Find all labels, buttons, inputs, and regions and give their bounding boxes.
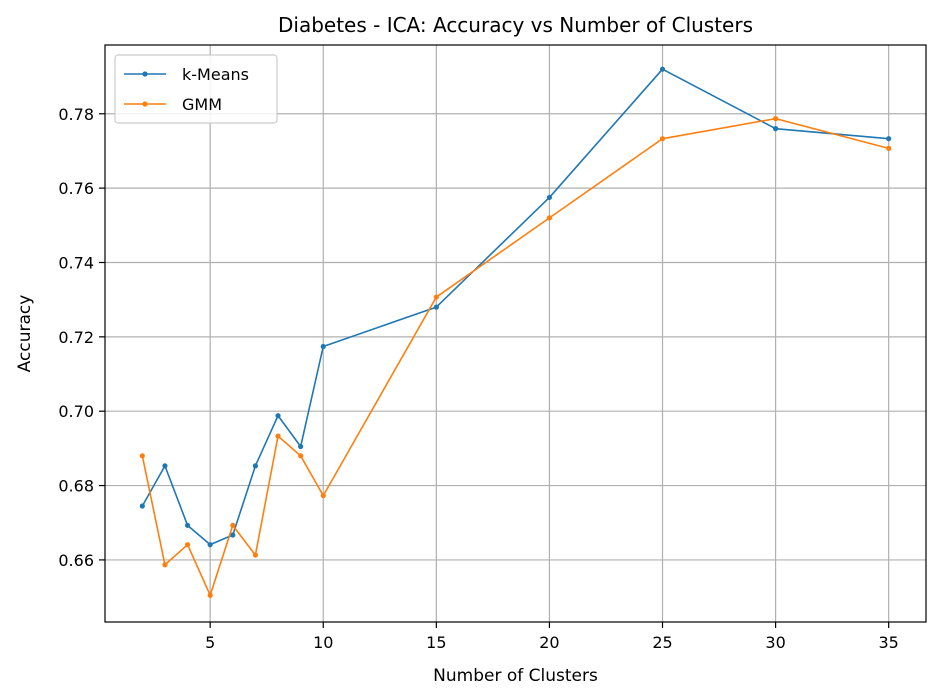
data-point-0 (433, 304, 439, 310)
data-point-0 (298, 443, 304, 450)
data-point-0 (886, 136, 892, 142)
series-group (139, 66, 892, 598)
data-point-0 (184, 522, 191, 528)
data-point-0 (207, 542, 213, 548)
legend-box (114, 54, 278, 124)
ticks: 5 10 15 20 25 30 35 0.66 0.68 0.70 0.72 0.74 0.76 0.7… (58, 105, 898, 652)
y-tick-label: 0.68 (58, 477, 94, 496)
data-point-1 (162, 562, 168, 568)
x-axis-label: Number of Clusters (433, 666, 598, 686)
x-tick-label: 5 (205, 633, 215, 652)
y-tick-label: 0.66 (58, 551, 94, 570)
x-tick-label: 10 (313, 633, 333, 652)
axes-frame (104, 44, 927, 623)
legend: k-Means GMM (114, 54, 278, 124)
data-point-1 (433, 294, 439, 300)
y-tick-label: 0.74 (58, 253, 94, 272)
data-point-1 (772, 116, 779, 122)
data-point-0 (772, 126, 779, 132)
y-tick-label: 0.76 (58, 179, 94, 198)
y-tick-label: 0.70 (58, 402, 94, 421)
chart-title: Diabetes - ICA: Accuracy vs Number of Cl… (278, 13, 753, 37)
data-point-1 (886, 145, 892, 151)
series-line-0 (141, 68, 889, 546)
data-point-1 (207, 592, 213, 598)
data-point-0 (139, 503, 145, 509)
data-point-1 (659, 136, 666, 142)
legend-swatch-marker (142, 101, 148, 107)
data-point-1 (230, 522, 236, 528)
data-point-1 (139, 453, 145, 459)
series-line-1 (141, 117, 889, 597)
grid (105, 45, 926, 622)
data-point-1 (298, 453, 304, 459)
y-tick-label: 0.78 (58, 105, 94, 124)
data-point-0 (275, 413, 281, 419)
data-point-1 (252, 552, 259, 558)
x-tick-label: 30 (765, 633, 785, 652)
data-point-0 (162, 463, 168, 469)
data-point-1 (275, 433, 281, 439)
y-tick-label: 0.72 (58, 328, 94, 347)
data-point-0 (252, 463, 259, 469)
data-point-0 (659, 66, 666, 72)
data-point-1 (320, 492, 326, 499)
legend-label: k-Means (182, 65, 249, 84)
data-point-0 (546, 194, 553, 201)
y-axis-label: Accuracy (15, 295, 35, 373)
data-point-0 (320, 343, 326, 350)
legend-swatch-marker (142, 71, 148, 77)
x-tick-label: 20 (539, 633, 559, 652)
x-tick-label: 35 (879, 633, 899, 652)
legend-label: GMM (182, 95, 222, 114)
data-point-1 (184, 542, 191, 548)
x-tick-label: 25 (652, 633, 672, 652)
data-point-0 (230, 532, 236, 538)
data-point-1 (546, 215, 553, 221)
x-tick-label: 15 (426, 633, 446, 652)
